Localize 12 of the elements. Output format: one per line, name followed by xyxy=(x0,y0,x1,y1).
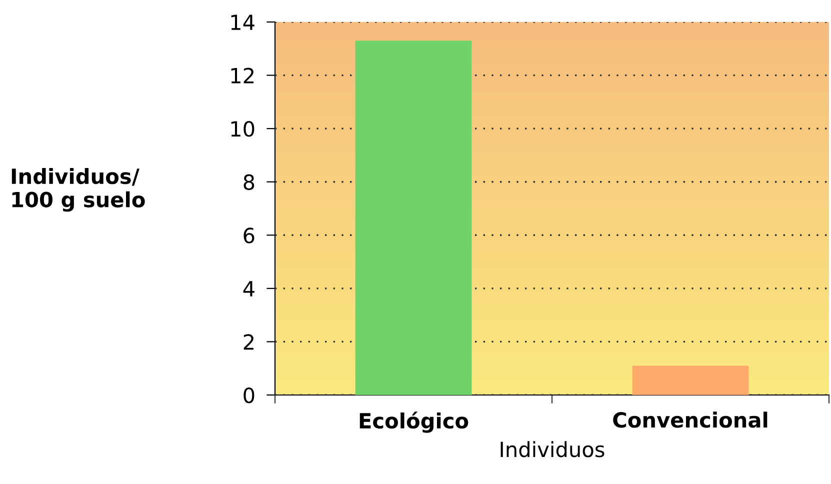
x-tick-label: Ecológico xyxy=(360,412,468,433)
y-tick-label: 14 xyxy=(231,14,254,30)
y-tick-label: 6 xyxy=(244,228,254,244)
y-tick-label: 8 xyxy=(244,174,254,190)
y-axis-title: Individuos/ 100 g suelo xyxy=(12,168,145,212)
y-tick-label: 10 xyxy=(231,121,254,137)
x-tick-label: Convencional xyxy=(613,412,768,428)
y-tick-label: 12 xyxy=(231,68,254,84)
y-tick-label: 2 xyxy=(244,334,254,350)
y-tick-label: 0 xyxy=(244,387,254,404)
y-tick-label: 4 xyxy=(243,281,254,296)
x-axis-title: Individuos xyxy=(500,441,604,458)
